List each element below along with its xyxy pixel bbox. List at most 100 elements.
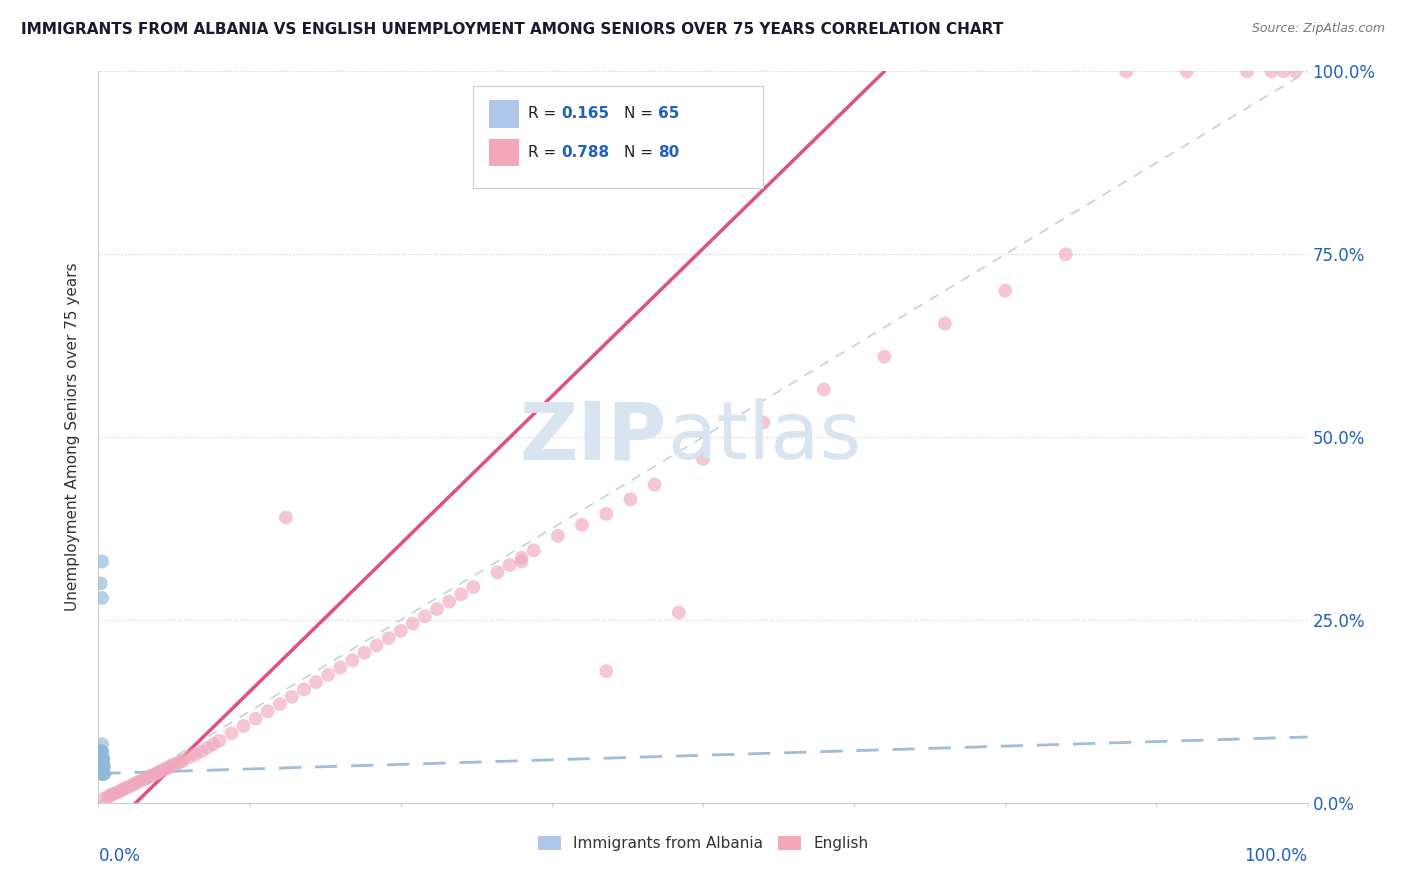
Point (91, 759, 114, 773)
Point (91, 752, 114, 766)
Point (91, 759, 114, 773)
Point (1115, 64, 1137, 78)
Point (873, 350, 896, 364)
Point (91, 752, 114, 766)
Point (90, 752, 112, 766)
Point (91, 766, 114, 780)
Point (547, 529, 569, 543)
Point (91, 766, 114, 780)
Text: Source: ZipAtlas.com: Source: ZipAtlas.com (1251, 22, 1385, 36)
Point (91, 591, 114, 605)
Point (124, 777, 146, 791)
Point (91, 766, 114, 780)
Point (595, 664, 617, 678)
Point (184, 747, 207, 762)
Point (91, 766, 114, 780)
Point (256, 705, 278, 719)
Point (91, 766, 114, 780)
Point (90, 752, 112, 766)
Point (169, 755, 191, 769)
Point (366, 639, 388, 653)
Point (91, 554, 114, 568)
Point (1272, 64, 1295, 78)
Point (91, 759, 114, 773)
Text: atlas: atlas (666, 398, 860, 476)
Point (91, 759, 114, 773)
Point (145, 766, 167, 780)
Bar (489, 138, 519, 167)
Point (90, 745, 112, 759)
Point (353, 646, 375, 660)
Point (486, 566, 509, 580)
Point (166, 756, 188, 771)
Point (510, 550, 533, 565)
Point (91, 766, 114, 780)
Point (91, 745, 114, 759)
Text: 0.0%: 0.0% (98, 847, 141, 864)
Y-axis label: Unemployment Among Seniors over 75 years: Unemployment Among Seniors over 75 years (65, 263, 80, 611)
Point (90, 752, 112, 766)
Point (148, 765, 170, 780)
Point (1054, 247, 1077, 261)
Point (108, 784, 131, 798)
Point (91, 759, 114, 773)
Point (90, 752, 112, 766)
Point (619, 492, 641, 507)
Text: 80: 80 (658, 145, 679, 160)
Point (90, 745, 112, 759)
Point (90, 752, 112, 766)
Point (135, 771, 157, 785)
Point (91, 766, 114, 780)
Point (1260, 64, 1282, 78)
Point (389, 624, 412, 638)
Point (105, 786, 128, 800)
Point (91, 745, 114, 759)
Point (172, 753, 194, 767)
Point (93, 791, 115, 805)
Point (377, 632, 399, 646)
Point (292, 682, 315, 697)
Point (91, 752, 114, 766)
Bar (489, 100, 519, 128)
Point (134, 772, 156, 787)
Point (91, 752, 114, 766)
Point (90, 745, 112, 759)
Point (162, 757, 184, 772)
Point (510, 554, 533, 568)
Point (90, 752, 112, 766)
Point (91, 759, 114, 773)
Point (142, 768, 165, 782)
Point (90, 752, 112, 766)
FancyBboxPatch shape (474, 86, 763, 188)
Point (463, 580, 485, 594)
Point (91, 752, 114, 766)
Point (129, 773, 152, 788)
Point (813, 383, 835, 397)
Point (934, 317, 956, 331)
Point (1284, 64, 1306, 78)
Point (90, 752, 112, 766)
Point (91, 759, 114, 773)
Text: 0.788: 0.788 (561, 145, 610, 160)
Point (121, 778, 143, 792)
Point (91, 759, 114, 773)
Point (91, 766, 114, 780)
Point (101, 787, 124, 801)
Point (90, 752, 112, 766)
Point (752, 416, 775, 430)
Point (91, 759, 114, 773)
Point (269, 697, 291, 711)
Legend: Immigrants from Albania, English: Immigrants from Albania, English (531, 830, 875, 857)
Point (692, 452, 714, 467)
Point (90, 752, 112, 766)
Point (994, 284, 1017, 298)
Text: ZIP: ZIP (519, 398, 666, 476)
Point (90, 745, 112, 759)
Point (91, 766, 114, 780)
Point (498, 558, 520, 573)
Point (437, 594, 460, 608)
Point (91, 759, 114, 773)
Text: 0.165: 0.165 (561, 106, 610, 121)
Point (523, 543, 546, 558)
Point (221, 726, 243, 740)
